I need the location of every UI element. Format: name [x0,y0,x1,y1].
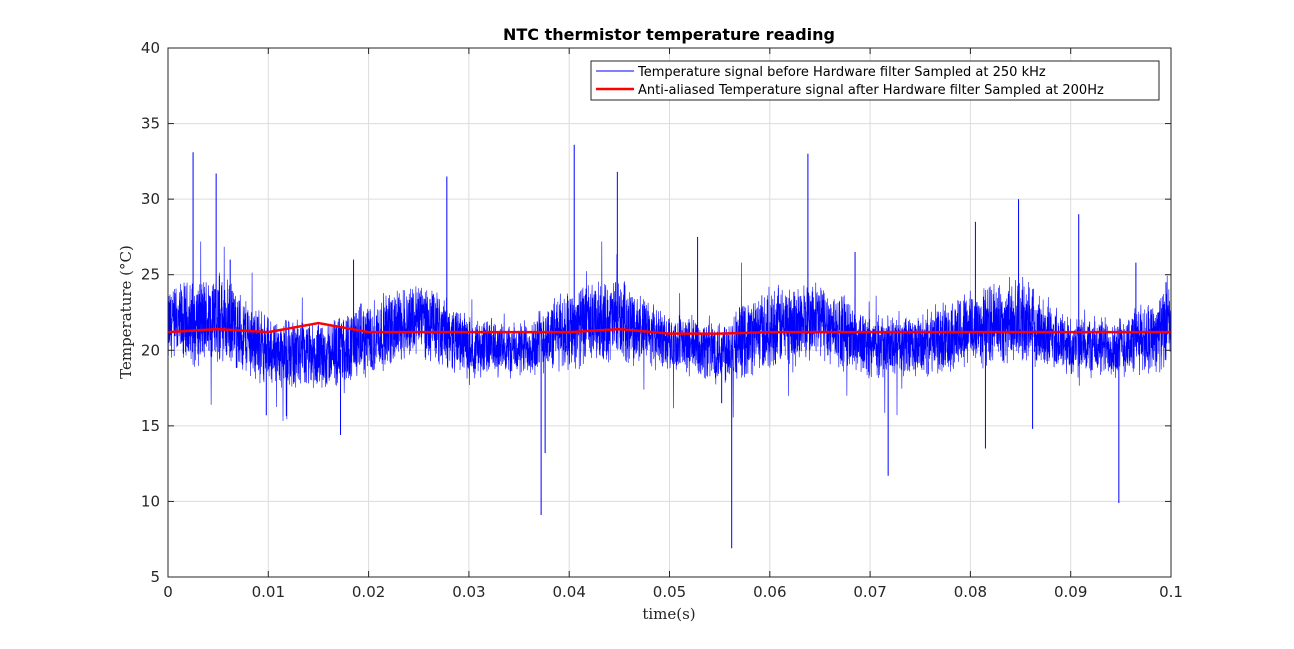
x-tick-label: 0.04 [552,583,585,601]
legend-label-raw: Temperature signal before Hardware filte… [637,65,1046,80]
x-tick-label: 0.1 [1159,583,1183,601]
y-tick-label: 5 [150,568,160,586]
x-tick-label: 0.07 [853,583,886,601]
y-tick-label: 15 [141,417,160,435]
filtered-signal-series [167,321,1171,335]
raw-signal-series [167,144,1172,549]
x-tick-label: 0.03 [452,583,485,601]
y-tick-label: 25 [141,266,160,284]
ticks [167,47,1172,578]
x-axis-label: time(s) [642,605,695,623]
raw-signal-trace [167,241,1172,421]
x-tick-label: 0 [163,583,173,601]
chart-title: NTC thermistor temperature reading [503,25,835,44]
y-tick-label: 10 [141,492,160,510]
y-tick-label: 20 [141,341,160,359]
x-tick-label: 0.05 [653,583,686,601]
tick-labels: 0 0.01 0.02 0.03 0.04 0.05 0.06 0.07 0.08 0.09 0.1… [141,39,1183,601]
x-tick-label: 0.09 [1054,583,1087,601]
x-tick-label: 0.02 [352,583,385,601]
y-tick-label: 40 [141,39,160,57]
y-axis-label: Temperature (°C) [117,245,135,379]
legend-label-filtered: Anti-aliased Temperature signal after Ha… [638,83,1104,98]
legend-box [590,60,1160,101]
y-tick-label: 35 [141,115,160,133]
y-tick-label: 30 [141,190,160,208]
x-tick-label: 0.01 [252,583,285,601]
filtered-signal-line [167,321,1171,335]
legend: Temperature signal before Hardware filte… [590,60,1160,101]
x-tick-label: 0.06 [753,583,786,601]
x-tick-label: 0.08 [954,583,987,601]
